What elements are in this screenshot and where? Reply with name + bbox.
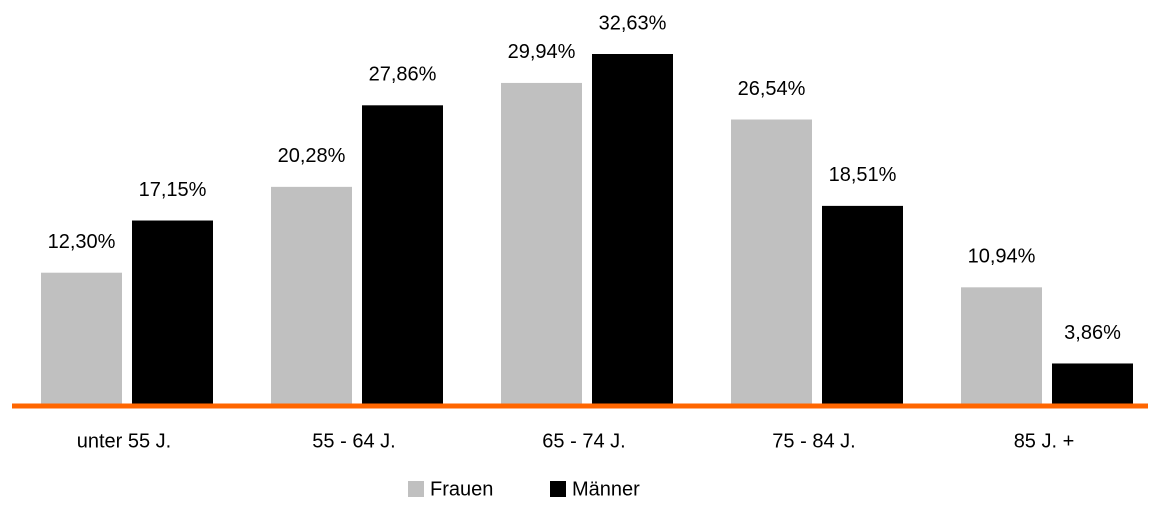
legend-swatch bbox=[550, 481, 566, 497]
x-tick-label: unter 55 J. bbox=[77, 430, 172, 452]
bar bbox=[41, 272, 122, 405]
data-label: 27,86% bbox=[369, 64, 437, 86]
x-tick-label: 85 J. + bbox=[1014, 430, 1075, 452]
x-tick-label: 65 - 74 J. bbox=[542, 430, 625, 452]
bar bbox=[592, 54, 673, 405]
bar bbox=[822, 205, 903, 405]
data-label: 20,28% bbox=[278, 145, 346, 167]
bar bbox=[731, 119, 812, 406]
x-tick-label: 75 - 84 J. bbox=[772, 430, 855, 452]
data-label: 32,63% bbox=[599, 12, 667, 34]
data-label: 3,86% bbox=[1064, 322, 1121, 344]
legend-label: Männer bbox=[572, 478, 640, 500]
bar bbox=[362, 105, 443, 405]
data-label: 26,54% bbox=[738, 78, 806, 100]
x-tick-label: 55 - 64 J. bbox=[312, 430, 395, 452]
data-label: 10,94% bbox=[968, 246, 1036, 268]
bar bbox=[961, 287, 1042, 405]
data-label: 29,94% bbox=[508, 41, 576, 63]
data-label: 17,15% bbox=[139, 179, 207, 201]
data-label: 12,30% bbox=[48, 231, 116, 253]
bar bbox=[1052, 363, 1133, 405]
legend-label: Frauen bbox=[430, 478, 493, 500]
data-label: 18,51% bbox=[829, 164, 897, 186]
legend-swatch bbox=[408, 481, 424, 497]
bar bbox=[501, 82, 582, 406]
bar bbox=[271, 186, 352, 405]
bar bbox=[132, 220, 213, 405]
